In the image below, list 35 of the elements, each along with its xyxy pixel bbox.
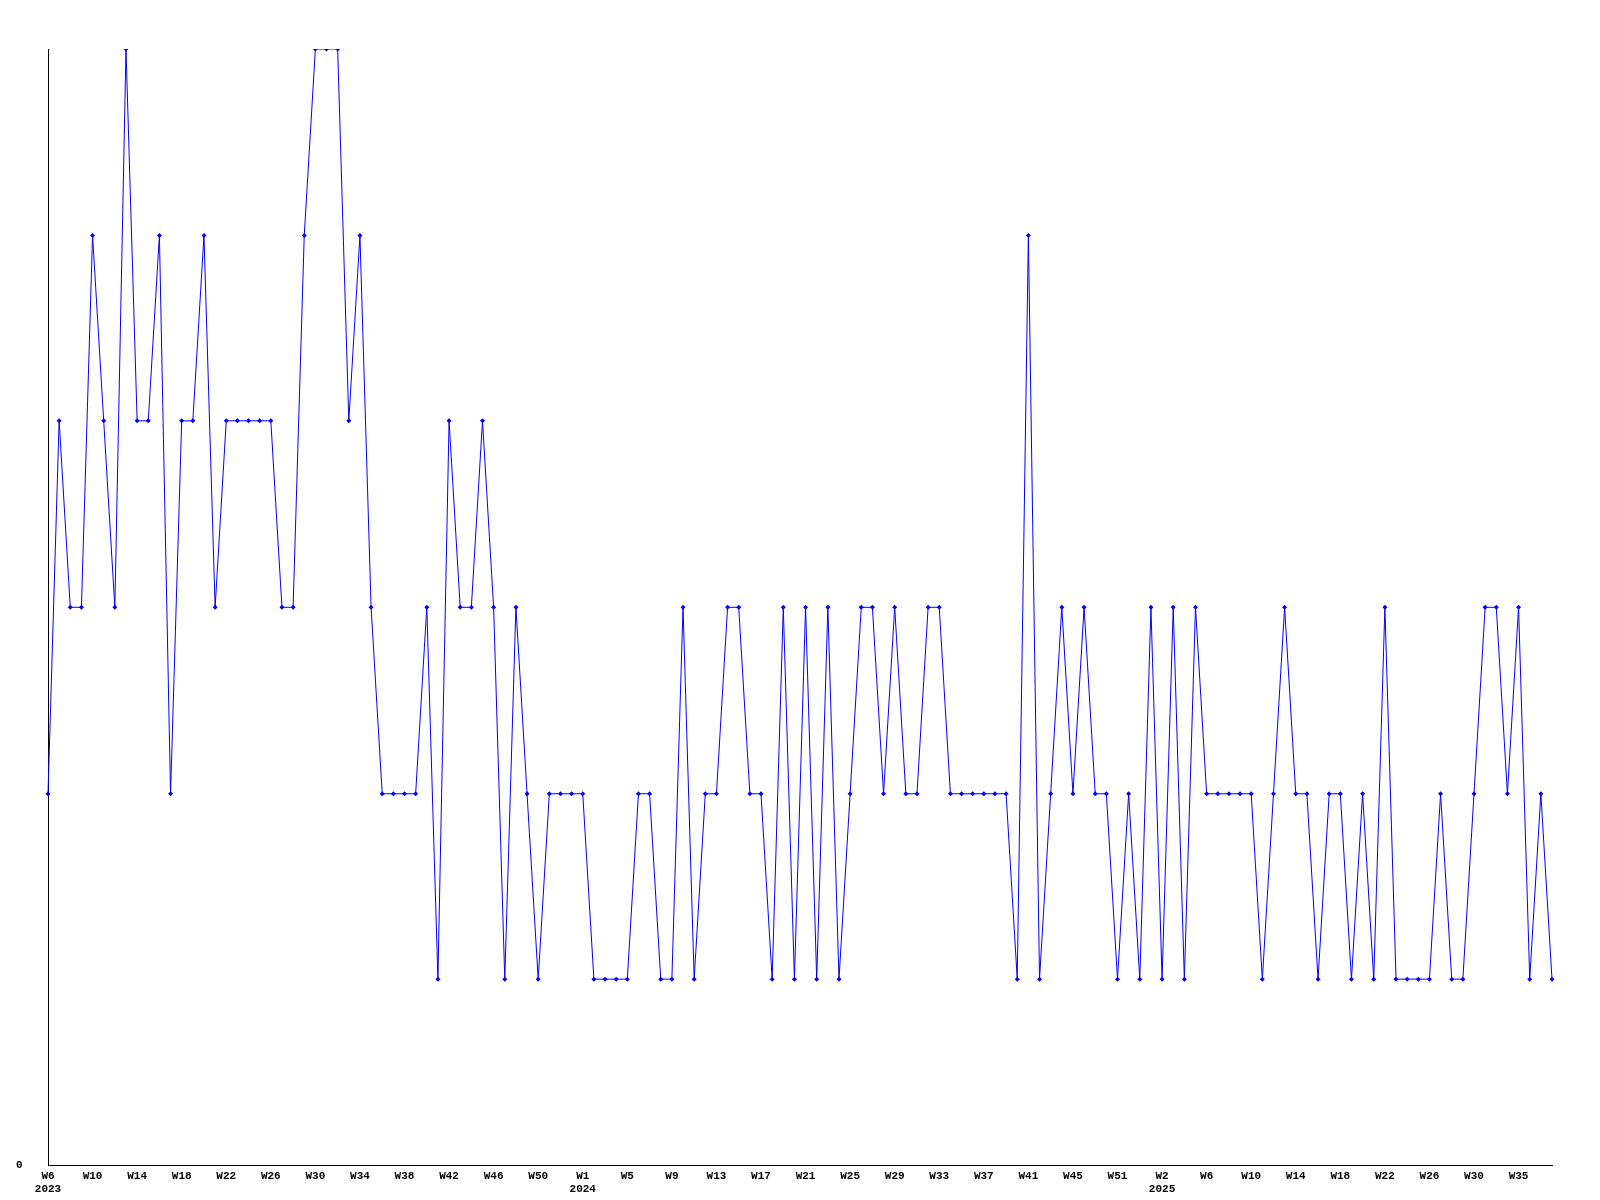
x-tick-label: W33 [929,1169,950,1182]
x-tick-label: W38 [394,1169,415,1182]
x-tick-label: W30 [1464,1169,1484,1182]
x-tick-label: W1 2024 [569,1169,597,1196]
x-tick-label: W42 [439,1169,459,1182]
x-tick-label: W29 [884,1169,905,1182]
x-tick-label: W2 2025 [1148,1169,1176,1196]
x-tick-label: W26 [260,1169,281,1182]
text: 0 [16,1159,23,1172]
x-tick-label: W37 [973,1169,994,1182]
x-tick-label: W22 [1374,1169,1395,1182]
x-tick-label: W51 [1107,1169,1128,1182]
x-tick-label: W6 2023 [34,1169,62,1196]
x-tick-label: W50 [528,1169,549,1182]
x-tick-label: W18 [1330,1169,1351,1182]
x-tick-label: W5 [620,1169,635,1182]
x-tick-label: W18 [171,1169,192,1182]
x-tick-label: W30 [305,1169,326,1182]
x-tick-label: W9 [665,1169,679,1182]
x-tick-label: W45 [1063,1169,1084,1182]
x-tick-label: W17 [751,1169,771,1182]
x-tick-label: W35 [1508,1169,1529,1182]
x-tick-label: W25 [840,1169,861,1182]
x-tick-label: W14 [1285,1169,1307,1182]
x-tick-label: W26 [1419,1169,1440,1182]
x-tick-label: W46 [483,1169,504,1182]
x-tick-label: W41 [1018,1169,1039,1182]
x-tick-label: W21 [795,1169,816,1182]
x-tick-label: W13 [706,1169,727,1182]
x-tick-label: W10 [1241,1169,1262,1182]
x-tick-label: W14 [127,1169,148,1182]
x-tick-label: W10 [82,1169,103,1182]
x-tick-label: W34 [350,1169,371,1182]
x-tick-label: W6 [1200,1169,1214,1182]
x-tick-label: W22 [216,1169,237,1182]
